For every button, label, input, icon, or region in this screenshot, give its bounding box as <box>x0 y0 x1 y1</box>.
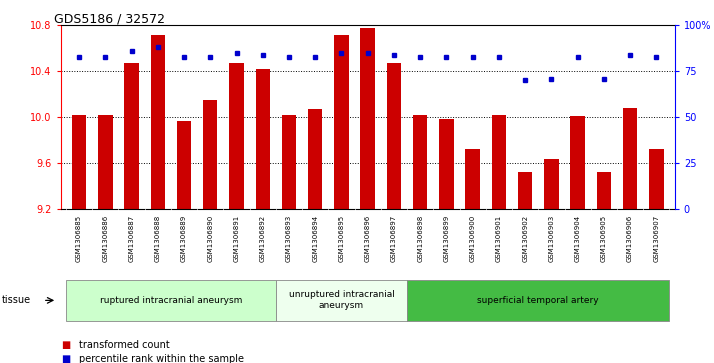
Bar <box>413 115 428 209</box>
Bar <box>282 115 296 209</box>
Bar <box>518 172 533 209</box>
Bar <box>334 34 348 209</box>
Bar <box>276 280 407 321</box>
Bar <box>229 63 243 209</box>
Bar <box>256 69 270 209</box>
Bar <box>361 28 375 209</box>
Text: transformed count: transformed count <box>79 340 169 350</box>
Bar <box>544 159 558 209</box>
Bar <box>151 34 165 209</box>
Bar <box>308 109 323 209</box>
Bar <box>439 119 453 209</box>
Bar <box>649 149 663 209</box>
Bar <box>66 280 276 321</box>
Bar <box>72 115 86 209</box>
Bar <box>492 115 506 209</box>
Bar <box>597 172 611 209</box>
Text: ■: ■ <box>61 340 70 350</box>
Bar <box>466 149 480 209</box>
Bar <box>124 63 139 209</box>
Text: superficial temporal artery: superficial temporal artery <box>478 296 599 305</box>
Text: tissue: tissue <box>1 295 31 305</box>
Text: ruptured intracranial aneurysm: ruptured intracranial aneurysm <box>100 296 242 305</box>
Bar <box>407 280 670 321</box>
Bar <box>387 63 401 209</box>
Bar <box>623 108 638 209</box>
Text: ■: ■ <box>61 354 70 363</box>
Bar <box>177 121 191 209</box>
Bar <box>203 100 218 209</box>
Bar <box>570 116 585 209</box>
Bar <box>98 115 113 209</box>
Text: GDS5186 / 32572: GDS5186 / 32572 <box>54 13 164 26</box>
Text: unruptured intracranial
aneurysm: unruptured intracranial aneurysm <box>288 290 394 310</box>
Text: percentile rank within the sample: percentile rank within the sample <box>79 354 243 363</box>
